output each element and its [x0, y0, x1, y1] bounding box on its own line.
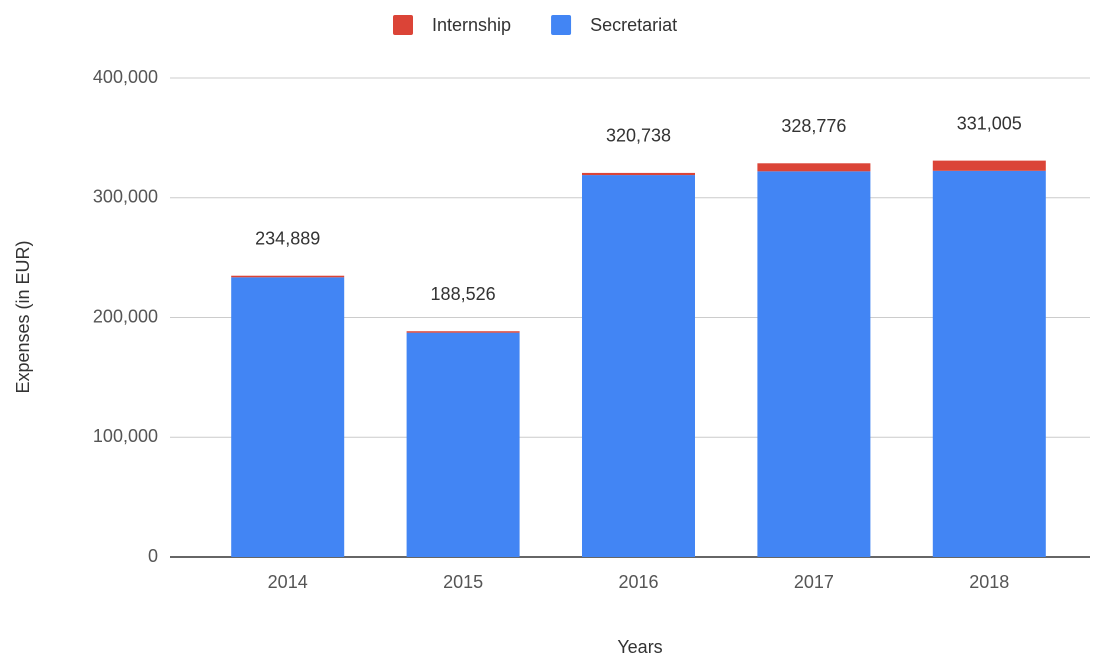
legend-label: Internship [432, 15, 511, 35]
y-tick-label: 300,000 [93, 187, 158, 207]
bar-segment [231, 277, 345, 557]
y-tick-label: 200,000 [93, 306, 158, 326]
total-label: 328,776 [781, 116, 846, 136]
total-label: 331,005 [957, 113, 1022, 133]
bar-segment [932, 170, 1046, 557]
legend-swatch [393, 15, 413, 35]
bar-segment [757, 163, 871, 172]
total-label: 320,738 [606, 126, 671, 146]
y-tick-label: 400,000 [93, 67, 158, 87]
total-label: 188,526 [431, 284, 496, 304]
x-tick-label: 2016 [618, 572, 658, 592]
legend-swatch [551, 15, 572, 35]
x-tick-label: 2014 [268, 572, 308, 592]
bar-segment [757, 171, 871, 557]
total-label: 234,889 [255, 228, 320, 248]
bar-segment [582, 172, 695, 176]
y-axis-label: Expenses (in EUR) [13, 240, 33, 393]
bar-segment [406, 331, 520, 333]
bar-segment [406, 332, 520, 557]
y-tick-label: 100,000 [93, 426, 158, 446]
legend-label: Secretariat [590, 15, 677, 35]
x-tick-label: 2018 [969, 572, 1009, 592]
x-axis-label: Years [617, 637, 662, 657]
bar-segment [231, 275, 345, 278]
x-tick-label: 2017 [794, 572, 834, 592]
bar-segment [932, 160, 1046, 171]
bar-segment [582, 175, 695, 557]
y-tick-label: 0 [148, 546, 158, 566]
x-tick-label: 2015 [443, 572, 483, 592]
